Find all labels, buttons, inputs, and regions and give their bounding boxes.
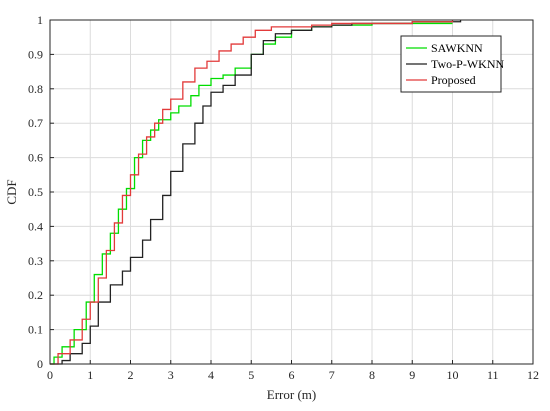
x-tick-label: 10 <box>447 368 459 382</box>
y-tick-label: 0.8 <box>28 82 43 96</box>
x-tick-label: 0 <box>47 368 53 382</box>
x-tick-label: 5 <box>248 368 254 382</box>
y-axis-label: CDF <box>4 179 19 204</box>
y-tick-label: 0.2 <box>28 288 43 302</box>
x-tick-label: 12 <box>527 368 539 382</box>
x-tick-label: 1 <box>87 368 93 382</box>
series-line-sawknn <box>50 22 453 365</box>
legend-label: Two-P-WKNN <box>431 57 504 71</box>
y-tick-label: 0.9 <box>28 47 43 61</box>
legend-label: Proposed <box>431 73 476 87</box>
legend: SAWKNN Two-P-WKNN Proposed <box>400 35 504 93</box>
x-tick-label: 7 <box>329 368 335 382</box>
y-tick-label: 0.1 <box>28 323 43 337</box>
y-tick-label: 0.4 <box>28 219 43 233</box>
series-line-proposed <box>50 20 454 365</box>
y-tick-label: 0.6 <box>28 151 43 165</box>
y-tick-label: 0 <box>37 357 43 371</box>
x-tick-label: 8 <box>369 368 375 382</box>
x-tick-label: 2 <box>128 368 134 382</box>
y-tick-label: 0.3 <box>28 254 43 268</box>
x-tick-label: 4 <box>208 368 214 382</box>
x-axis-ticks: 0 1 2 3 4 5 6 7 8 9 10 11 12 <box>47 360 539 382</box>
x-tick-label: 6 <box>289 368 295 382</box>
x-axis-label: Error (m) <box>267 387 316 402</box>
y-axis-ticks: 0 0.1 0.2 0.3 0.4 0.5 0.6 0.7 0.8 0.9 1 <box>28 13 54 371</box>
series-line-two-p-wknn <box>50 20 462 365</box>
y-tick-label: 0.5 <box>28 185 43 199</box>
x-tick-label: 3 <box>168 368 174 382</box>
series-layer <box>50 20 462 365</box>
x-tick-label: 9 <box>409 368 415 382</box>
x-tick-label: 11 <box>487 368 499 382</box>
y-tick-label: 0.7 <box>28 116 43 130</box>
legend-label: SAWKNN <box>431 41 483 55</box>
y-tick-label: 1 <box>37 13 43 27</box>
